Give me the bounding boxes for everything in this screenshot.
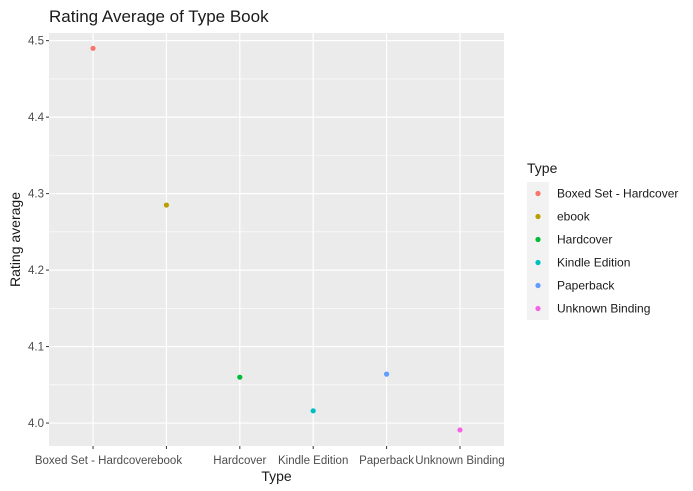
x-axis-ticks: Boxed Set - Hardcover ebook Hardcover Kindl… bbox=[35, 446, 505, 467]
y-axis-ticks: 4.0 4.1 4.2 4.3 4.4 4.5 bbox=[28, 36, 49, 430]
y-tick-label: 4.2 bbox=[28, 265, 44, 277]
data-points bbox=[90, 45, 463, 433]
y-axis-title: Rating average bbox=[7, 192, 23, 287]
y-tick-label: 4.4 bbox=[28, 112, 45, 124]
legend-label: Paperback bbox=[557, 279, 615, 293]
chart-title: Rating Average of Type Book bbox=[49, 7, 269, 26]
data-point bbox=[90, 45, 96, 51]
legend-title: Type bbox=[527, 160, 558, 176]
legend-swatch bbox=[535, 282, 541, 289]
legend-swatch bbox=[535, 259, 541, 266]
x-tick-label: Boxed Set - Hardcover bbox=[35, 455, 152, 467]
y-tick-label: 4.3 bbox=[28, 189, 44, 201]
x-tick-label: Paperback bbox=[359, 455, 414, 467]
data-point bbox=[163, 202, 170, 208]
legend-label: Kindle Edition bbox=[557, 256, 630, 270]
legend-label: Boxed Set - Hardcover bbox=[557, 187, 678, 201]
legend-swatch bbox=[535, 236, 541, 243]
x-axis-title: Type bbox=[261, 468, 292, 484]
y-tick-label: 4.0 bbox=[28, 418, 44, 430]
legend-swatch bbox=[535, 305, 541, 312]
legend-label: Hardcover bbox=[557, 233, 612, 247]
x-tick-label: Hardcover bbox=[213, 455, 266, 467]
legend-label: ebook bbox=[557, 210, 591, 224]
data-point bbox=[457, 427, 463, 433]
legend: Type Boxed Set - Hardcover ebook Hardcover… bbox=[527, 160, 678, 320]
data-point bbox=[310, 408, 316, 414]
legend-swatch bbox=[535, 190, 541, 197]
data-point bbox=[237, 374, 243, 380]
plot-panel bbox=[49, 33, 504, 446]
y-tick-label: 4.5 bbox=[28, 36, 44, 48]
legend-label: Unknown Binding bbox=[557, 302, 650, 316]
x-tick-label: Kindle Edition bbox=[278, 455, 348, 467]
data-point bbox=[383, 371, 390, 377]
legend-items: Boxed Set - Hardcover ebook Hardcover Kindl… bbox=[527, 182, 678, 320]
y-tick-label: 4.1 bbox=[28, 342, 44, 354]
x-tick-label: Unknown Binding bbox=[415, 455, 505, 467]
minor-gridlines bbox=[49, 78, 504, 386]
x-tick-label: ebook bbox=[151, 455, 183, 467]
legend-swatch bbox=[535, 213, 541, 220]
